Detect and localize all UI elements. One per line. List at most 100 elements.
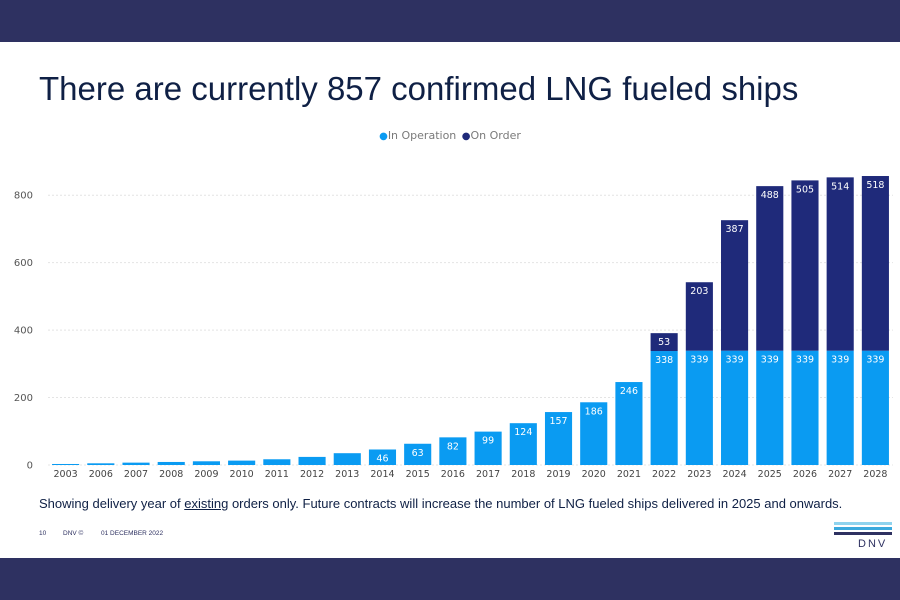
bar-on-order-2025 — [756, 186, 784, 351]
bar-in-operation-2018 — [509, 423, 537, 465]
data-label-on-order-2022: 53 — [658, 337, 670, 348]
bar-on-order-2023 — [685, 282, 713, 351]
page-number: 10 — [39, 530, 47, 537]
bar-in-operation-2007 — [122, 462, 150, 465]
y-tick-label: 0 — [27, 461, 33, 472]
x-tick-label-2014: 2014 — [370, 469, 394, 480]
x-tick-label-2016: 2016 — [441, 469, 465, 480]
x-tick-label-2010: 2010 — [230, 469, 254, 480]
bar-in-operation-2013 — [333, 453, 361, 465]
chart-legend: ●In Operation ●On Order — [0, 129, 900, 142]
bar-in-operation-2012 — [298, 456, 326, 465]
bar-on-order-2026 — [791, 180, 819, 351]
bar-in-operation-2011 — [263, 459, 291, 465]
data-label-on-order-2023: 203 — [690, 286, 708, 297]
x-tick-label-2007: 2007 — [124, 469, 148, 480]
x-tick-label-2022: 2022 — [652, 469, 676, 480]
top-band — [0, 0, 900, 42]
bar-in-operation-2027 — [826, 350, 854, 465]
dnv-logo: DNV — [834, 522, 894, 552]
data-label-on-order-2027: 514 — [831, 181, 849, 192]
x-tick-label-2009: 2009 — [194, 469, 218, 480]
x-tick-label-2028: 2028 — [863, 469, 887, 480]
data-label-on-order-2028: 518 — [866, 180, 884, 191]
x-tick-label-2021: 2021 — [617, 469, 641, 480]
bar-in-operation-2015 — [404, 443, 432, 465]
data-label-on-order-2024: 387 — [725, 224, 743, 235]
bar-in-operation-2014 — [368, 449, 397, 465]
stacked-bar-chart: 0 200 400 600 800 2003 2006 2007 2008 2009 2010 201… — [14, 176, 893, 480]
bar-on-order-2022 — [650, 333, 678, 352]
x-tick-label-2008: 2008 — [159, 469, 183, 480]
data-label-in-operation-2014: 46 — [376, 453, 388, 464]
bar-on-order-2024 — [721, 220, 749, 351]
x-tick-label-2024: 2024 — [722, 469, 746, 480]
logo-bar-2 — [834, 527, 892, 530]
bar-on-order-2028 — [861, 176, 889, 351]
data-label-in-operation-2025: 339 — [761, 355, 779, 366]
data-label-in-operation-2024: 339 — [725, 355, 743, 366]
footnote: Showing delivery year of existing orders… — [39, 496, 842, 511]
data-label-in-operation-2016: 82 — [447, 441, 459, 452]
bar-in-operation-2010 — [228, 460, 256, 465]
footnote-underlined-word: existing — [184, 496, 229, 511]
x-tick-label-2011: 2011 — [265, 469, 289, 480]
bar-in-operation-2024 — [721, 350, 749, 465]
data-label-on-order-2026: 505 — [796, 184, 814, 195]
page-title: There are currently 857 confirmed LNG fu… — [39, 70, 799, 107]
bar-in-operation-2025 — [756, 350, 784, 465]
data-label-in-operation-2021: 246 — [620, 386, 638, 397]
logo-bar-1 — [834, 522, 892, 525]
data-label-in-operation-2017: 99 — [482, 436, 494, 447]
legend-label-in-operation: In Operation — [387, 129, 457, 142]
x-tick-label-2026: 2026 — [793, 469, 817, 480]
legend-item-in-operation: ●In Operation — [379, 129, 460, 142]
data-label-in-operation-2018: 124 — [514, 427, 532, 438]
y-tick-label: 800 — [14, 191, 33, 202]
legend-dot-in-operation: ● — [379, 131, 388, 142]
bar-on-order-2027 — [826, 177, 854, 351]
bar-in-operation-2023 — [685, 350, 713, 465]
bar-in-operation-2016 — [439, 437, 467, 465]
data-label-in-operation-2022: 338 — [655, 355, 673, 366]
x-tick-label-2027: 2027 — [828, 469, 852, 480]
bar-in-operation-2006 — [87, 463, 115, 465]
logo-bar-3 — [834, 532, 892, 535]
x-tick-label-2019: 2019 — [546, 469, 570, 480]
data-label-in-operation-2020: 186 — [585, 406, 603, 417]
x-tick-label-2013: 2013 — [335, 469, 359, 480]
footnote-text-after: orders only. Future contracts will incre… — [228, 496, 843, 511]
data-label-in-operation-2027: 339 — [831, 355, 849, 366]
bar-in-operation-2028 — [861, 350, 889, 465]
x-tick-label-2023: 2023 — [687, 469, 711, 480]
x-tick-label-2025: 2025 — [758, 469, 782, 480]
legend-label-on-order: On Order — [470, 129, 521, 142]
bar-in-operation-2008 — [157, 461, 185, 465]
bar-in-operation-2022 — [650, 351, 678, 465]
bar-in-operation-2021 — [615, 382, 643, 465]
bar-in-operation-2026 — [791, 350, 819, 465]
x-tick-label-2018: 2018 — [511, 469, 535, 480]
bar-in-operation-2019 — [544, 412, 573, 465]
x-tick-label-2020: 2020 — [582, 469, 606, 480]
footnote-text-before: Showing delivery year of — [39, 496, 185, 511]
bar-in-operation-2017 — [474, 431, 502, 465]
y-tick-label: 200 — [14, 393, 33, 404]
x-tick-label-2012: 2012 — [300, 469, 324, 480]
x-tick-label-2017: 2017 — [476, 469, 500, 480]
x-tick-label-2003: 2003 — [54, 469, 78, 480]
legend-dot-on-order: ● — [461, 131, 471, 142]
bar-in-operation-2020 — [580, 402, 608, 465]
data-label-in-operation-2015: 63 — [412, 448, 424, 459]
logo-text: DNV — [858, 538, 888, 550]
data-label-in-operation-2019: 157 — [549, 416, 567, 427]
copyright: DNV © — [63, 530, 84, 537]
data-label-in-operation-2026: 339 — [796, 355, 814, 366]
bar-in-operation-2009 — [192, 461, 220, 465]
legend-item-on-order: ●On Order — [462, 129, 521, 142]
bottom-band — [0, 558, 900, 600]
date: 01 DECEMBER 2022 — [101, 530, 164, 537]
y-tick-label: 400 — [14, 326, 33, 337]
data-label-on-order-2025: 488 — [761, 190, 779, 201]
x-tick-label-2006: 2006 — [89, 469, 113, 480]
